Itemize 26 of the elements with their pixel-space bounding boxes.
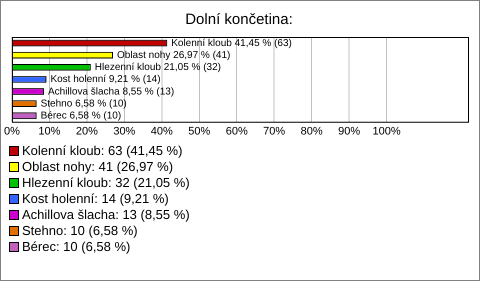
x-tick-label: 30% bbox=[113, 125, 136, 138]
text: Bérec: 10 (6,58 %) bbox=[22, 239, 130, 255]
text: Oblast nohy: 41 (26,97 %) bbox=[22, 159, 174, 175]
x-tick-label: 20% bbox=[76, 125, 98, 138]
data-label: Oblast nohy 26,97 % (41) bbox=[116, 50, 230, 61]
text: Stehno: 10 (6,58 %) bbox=[22, 223, 138, 239]
data-label: Achillova šlacha 8,55 % (13) bbox=[48, 86, 174, 98]
x-tick-label: 100% bbox=[372, 125, 401, 138]
data-label: Kolenní kloub 41,45 % (63) bbox=[171, 38, 292, 49]
data-label: Kost holenní 9,21 % (14) bbox=[50, 74, 161, 86]
data-label: Stehno 6,58 % (10) bbox=[40, 98, 127, 110]
x-tick-label: 60% bbox=[226, 125, 248, 138]
x-tick-label: 50% bbox=[188, 125, 210, 138]
text: Kost holenní: 14 (9,21 %) bbox=[22, 191, 169, 207]
data-label: Hlezenní kloub 21,05 % (32) bbox=[94, 62, 221, 74]
chart-title: Dolní končetina: bbox=[185, 11, 293, 28]
x-tick-label: 0% bbox=[4, 125, 20, 138]
x-tick-label: 40% bbox=[150, 125, 174, 138]
data-label: Bérec 6,58 % (10) bbox=[40, 110, 122, 122]
text: Hlezenní kloub: 32 (21,05 %) bbox=[22, 175, 190, 191]
text: Achillova šlacha: 13 (8,55 %) bbox=[22, 207, 190, 223]
x-tick-label: 70% bbox=[263, 125, 286, 138]
x-tick-label: 80% bbox=[300, 125, 323, 138]
text: Kolenní kloub: 63 (41,45 %) bbox=[22, 143, 182, 159]
x-tick-label: 90% bbox=[338, 125, 360, 138]
x-tick-label: 10% bbox=[38, 125, 61, 138]
